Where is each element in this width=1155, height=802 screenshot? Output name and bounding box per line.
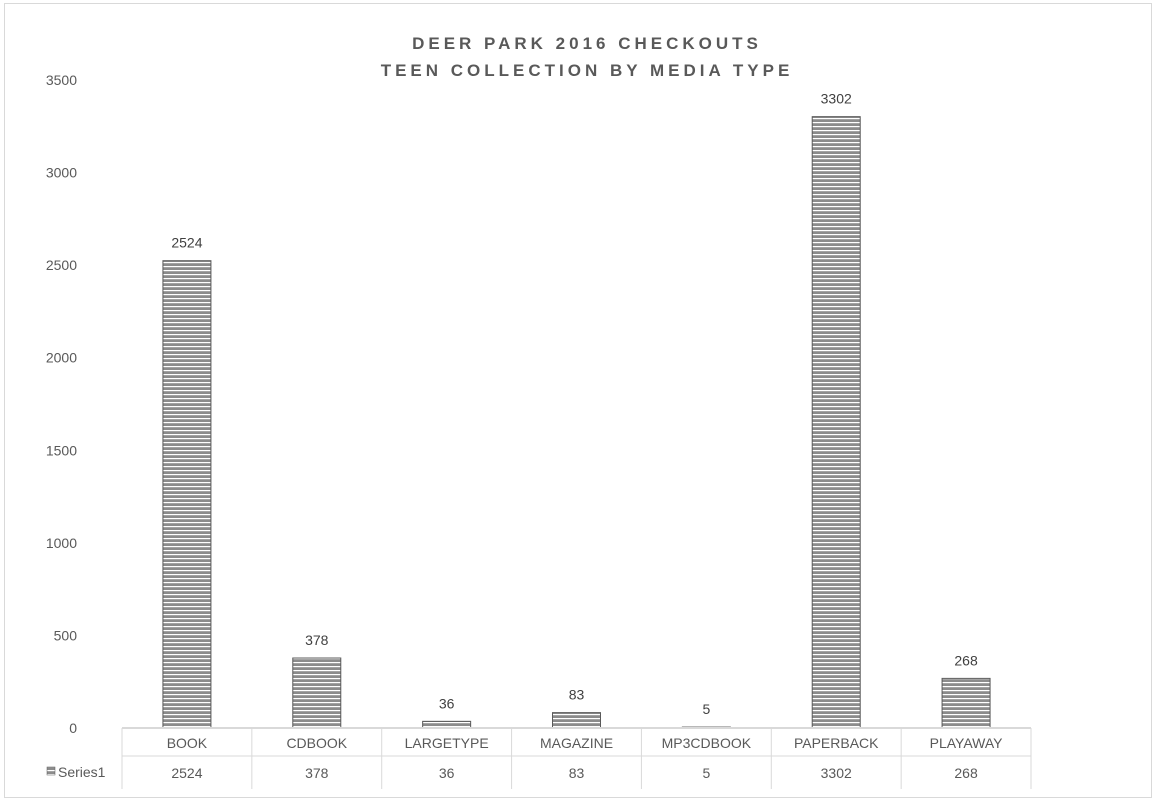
data-label: 268: [954, 652, 978, 668]
bar-playaway: [941, 677, 991, 729]
data-label: 36: [439, 695, 455, 711]
data-label: 2524: [171, 235, 202, 251]
bar-chart: DEER PARK 2016 CHECKOUTS TEEN COLLECTION…: [46, 34, 1032, 789]
data-label: 378: [305, 632, 329, 648]
x-category-label: CDBOOK: [286, 735, 347, 751]
y-tick-label: 1000: [46, 535, 77, 551]
bars: [122, 116, 1031, 729]
bar-book: [162, 260, 212, 729]
y-tick-label: 3000: [46, 165, 77, 181]
x-category-label: BOOK: [167, 735, 208, 751]
y-tick-label: 3500: [46, 72, 77, 88]
chart-frame: DEER PARK 2016 CHECKOUTS TEEN COLLECTION…: [4, 3, 1152, 798]
data-labels: 2524 378 36 83 5 3302 268: [171, 91, 978, 717]
table-value: 36: [439, 765, 455, 781]
y-tick-label: 1500: [46, 442, 77, 458]
table-value: 3302: [821, 765, 852, 781]
data-label: 83: [569, 687, 585, 703]
data-table: BOOK 2524 CDBOOK 378 LARGETYPE 36 MAGAZINE 83 MP…: [46, 728, 1032, 789]
x-category-label: MAGAZINE: [540, 735, 613, 751]
data-label: 5: [702, 701, 710, 717]
data-label: 3302: [821, 91, 852, 107]
y-axis: 0 500 1000 1500 2000 2500 3000 3500: [46, 72, 77, 736]
x-category-label: LARGETYPE: [405, 735, 489, 751]
table-value: 5: [702, 765, 710, 781]
chart-title-line-2: TEEN COLLECTION BY MEDIA TYPE: [381, 61, 794, 80]
table-value: 2524: [171, 765, 202, 781]
x-category-label: PLAYAWAY: [930, 735, 1004, 751]
y-tick-label: 500: [54, 627, 78, 643]
bar-paperback: [811, 116, 861, 729]
y-tick-label: 0: [69, 720, 77, 736]
legend-key: [46, 766, 56, 776]
bar-magazine: [552, 712, 601, 729]
bar-cdbook: [292, 657, 342, 729]
y-tick-label: 2000: [46, 350, 77, 366]
table-value: 378: [305, 765, 329, 781]
table-value: 268: [954, 765, 978, 781]
chart-title-line-1: DEER PARK 2016 CHECKOUTS: [412, 34, 762, 53]
x-category-label: PAPERBACK: [794, 735, 879, 751]
table-value: 83: [569, 765, 585, 781]
legend-series-name: Series1: [58, 764, 106, 780]
y-tick-label: 2500: [46, 257, 77, 273]
x-category-label: MP3CDBOOK: [662, 735, 752, 751]
